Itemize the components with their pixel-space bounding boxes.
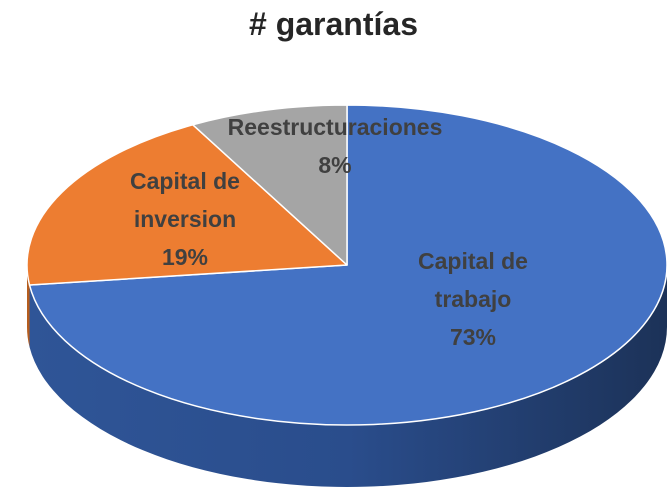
chart-title: # garantías [249,6,418,42]
slice-label: Capital de trabajo [418,248,528,312]
slice-label: Reestructuraciones [227,114,443,140]
pie-slice [26,124,348,286]
pie-slice [192,104,348,266]
slice-value-label: 19% [161,244,209,270]
pie-slice [28,104,667,426]
slice-label: Capital de inversion [130,168,240,232]
pie-side [29,265,667,487]
slice-value-label: 8% [318,152,352,178]
slice-value-label: 73% [449,324,497,350]
